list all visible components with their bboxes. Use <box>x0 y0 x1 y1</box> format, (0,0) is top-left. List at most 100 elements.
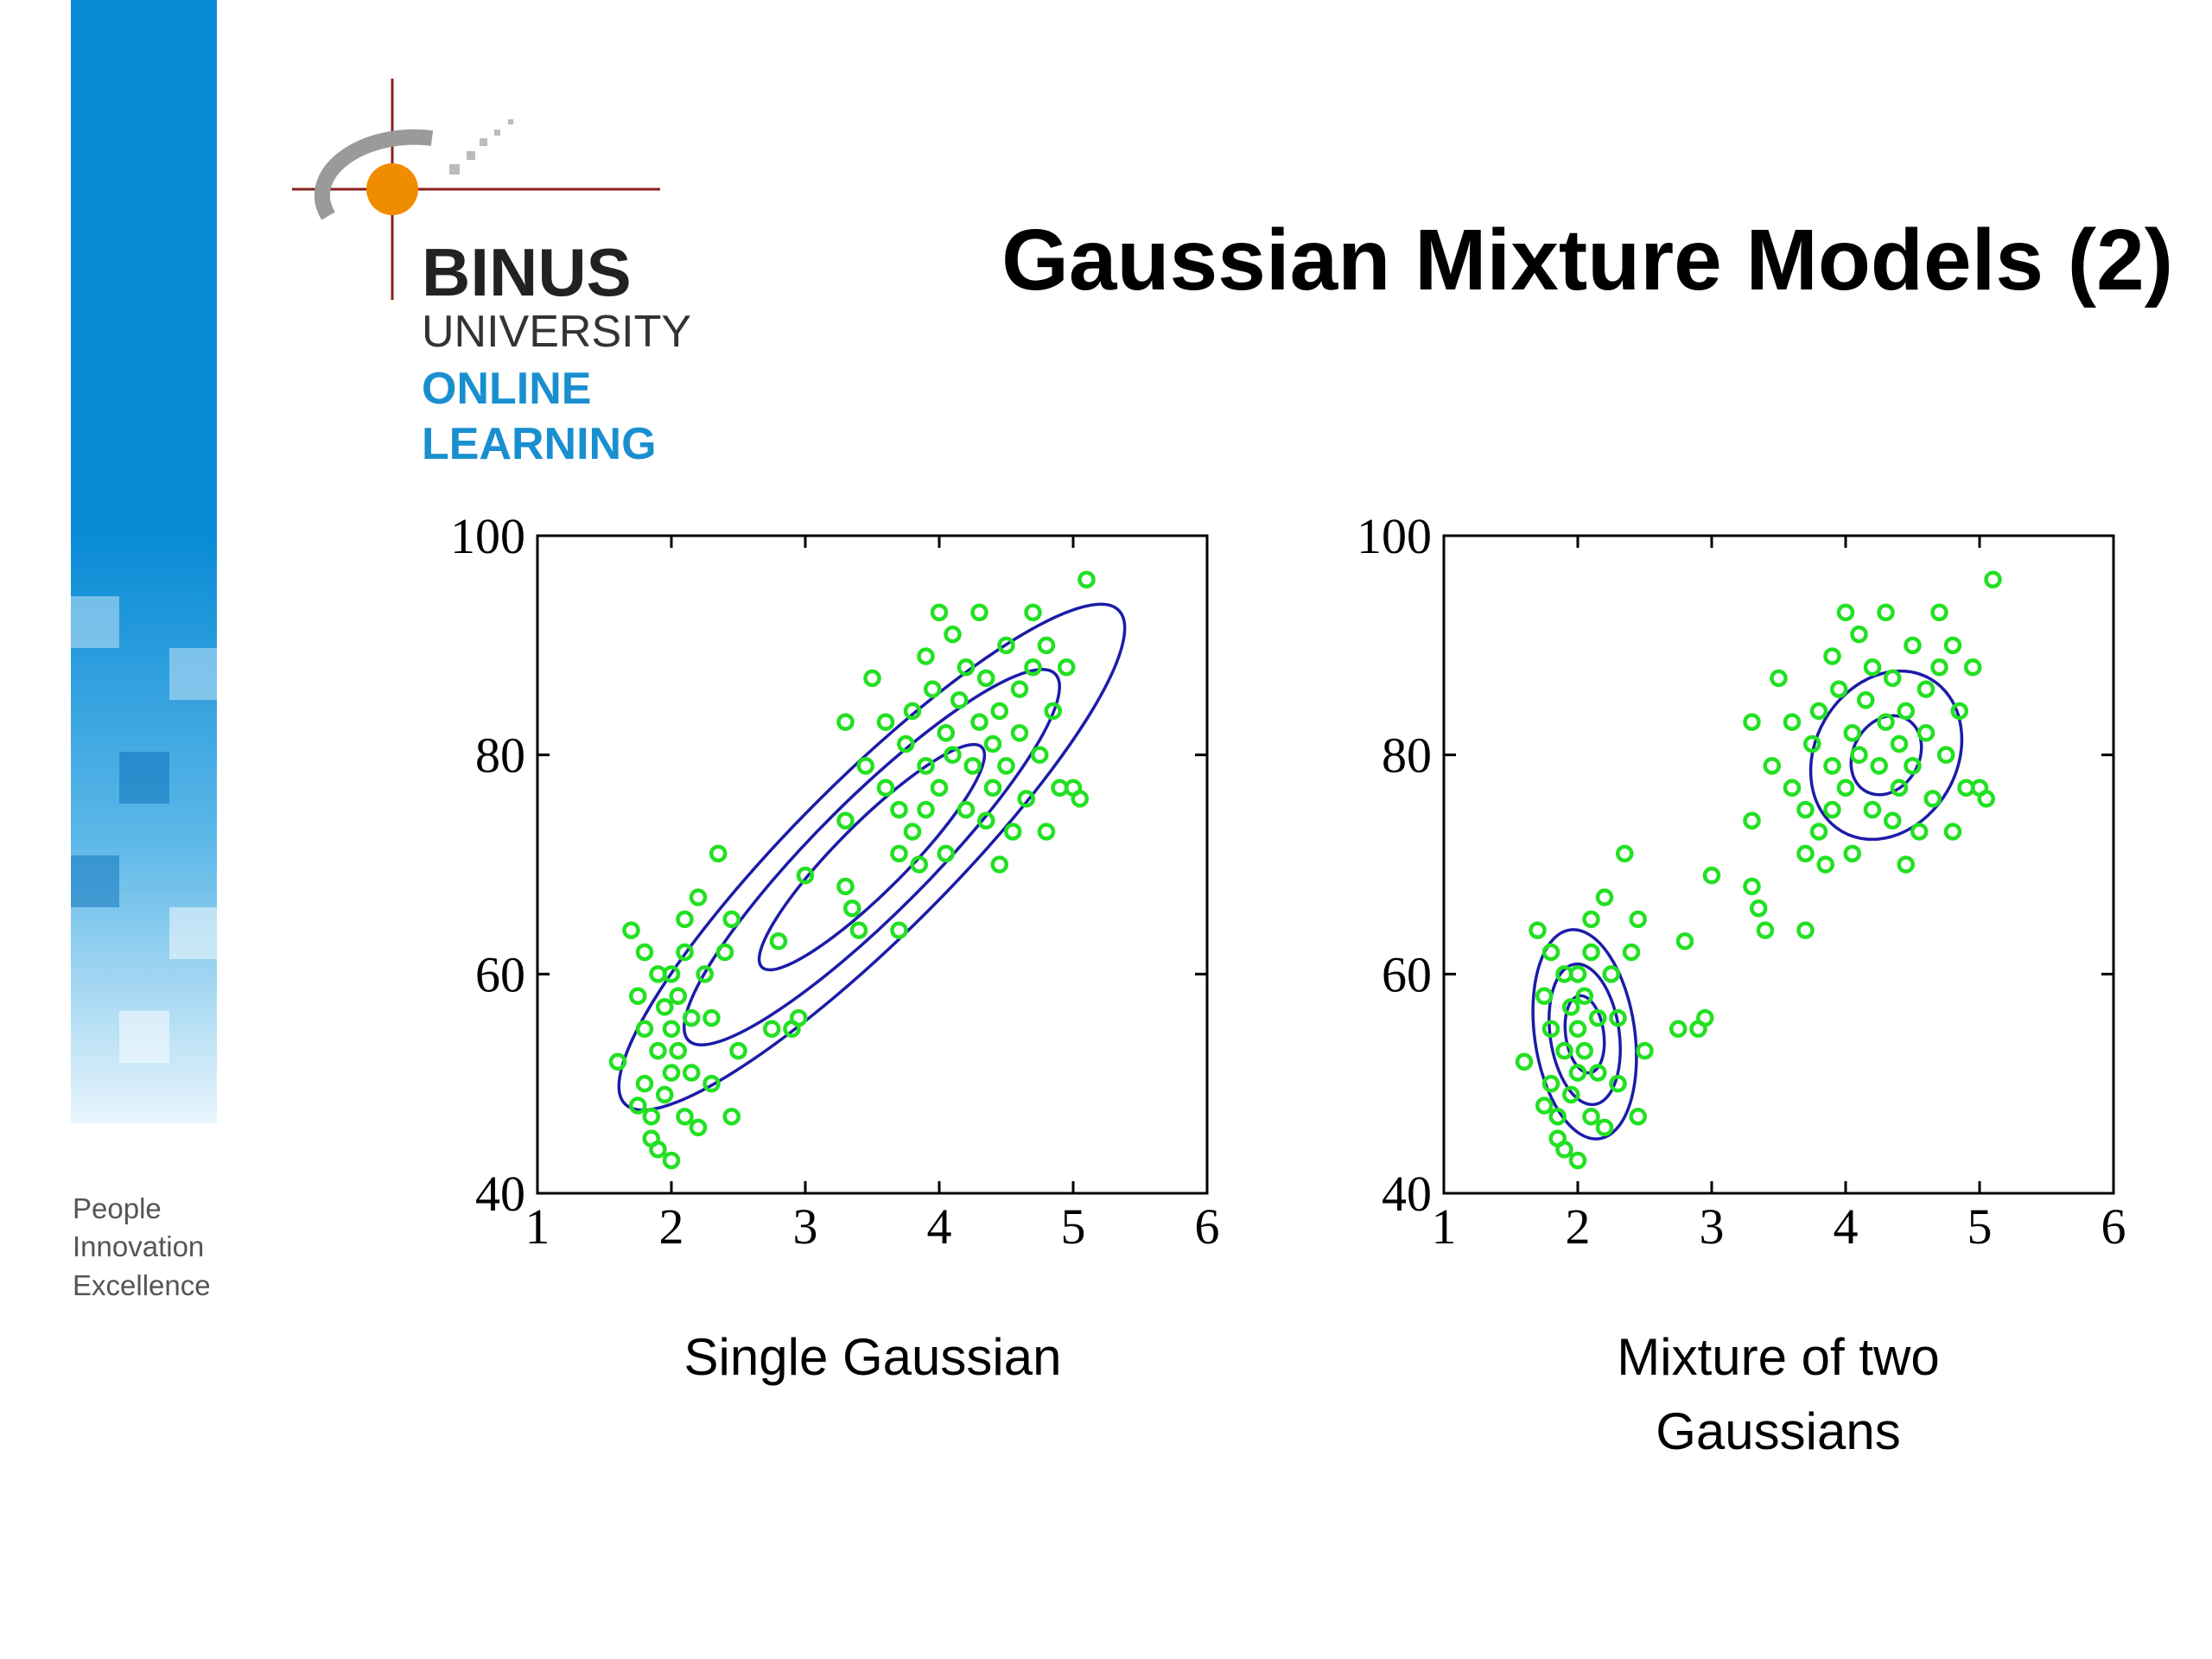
point <box>1535 1096 1554 1115</box>
point <box>977 669 995 688</box>
y-tick-label: 40 <box>475 1166 525 1222</box>
point <box>1943 636 1962 655</box>
point <box>1796 844 1815 863</box>
point <box>843 899 861 918</box>
point <box>1843 844 1861 863</box>
point <box>1937 746 1955 764</box>
point <box>676 943 694 962</box>
point <box>1562 1085 1580 1104</box>
x-tick-label: 1 <box>1432 1198 1457 1255</box>
x-tick-label: 4 <box>927 1198 952 1255</box>
point <box>656 998 674 1016</box>
point <box>1575 1041 1593 1060</box>
point <box>1809 702 1828 721</box>
point <box>1743 811 1761 830</box>
band-pattern <box>71 596 217 1063</box>
point <box>990 855 1008 874</box>
point <box>1541 1074 1560 1093</box>
point <box>910 855 928 874</box>
x-tick-label: 3 <box>793 1198 818 1255</box>
x-tick-label: 6 <box>2101 1198 2126 1255</box>
x-tick-label: 4 <box>1834 1198 1859 1255</box>
point <box>1796 921 1815 939</box>
point <box>890 844 908 863</box>
point <box>924 680 942 698</box>
logo-line: UNIVERSITY <box>422 307 692 357</box>
point <box>635 1020 654 1038</box>
point <box>702 1008 721 1027</box>
point <box>1930 603 1948 622</box>
point <box>715 943 734 962</box>
point <box>1743 713 1761 731</box>
point <box>983 779 1002 797</box>
point <box>722 1107 741 1126</box>
point <box>1796 800 1815 819</box>
point <box>897 734 915 753</box>
point <box>970 713 988 731</box>
point <box>1890 734 1909 753</box>
point <box>763 1020 781 1038</box>
contour <box>1531 928 1638 1141</box>
slide-title: Gaussian Mixture Models (2) <box>1001 212 2173 308</box>
point <box>1689 1020 1707 1038</box>
x-tick-label: 1 <box>525 1198 550 1255</box>
point <box>890 800 908 819</box>
point <box>1616 844 1634 863</box>
chart-caption: Mixture of two Gaussians <box>1617 1328 1940 1460</box>
logo-line: LEARNING <box>422 419 657 469</box>
point <box>1568 965 1587 983</box>
point <box>836 713 855 731</box>
point <box>1602 965 1620 983</box>
point <box>1904 636 1922 655</box>
point <box>1582 910 1600 929</box>
point <box>769 932 788 950</box>
point <box>944 746 962 764</box>
tagline: People <box>73 1192 162 1224</box>
x-tick-label: 3 <box>1700 1198 1725 1255</box>
point <box>1756 921 1775 939</box>
point <box>930 779 949 797</box>
point <box>662 965 681 983</box>
point <box>950 691 969 709</box>
point <box>1850 746 1868 764</box>
point <box>649 1041 667 1060</box>
point <box>796 866 815 885</box>
x-tick-label: 2 <box>1566 1198 1591 1255</box>
point <box>1803 734 1821 753</box>
point <box>1555 1041 1573 1060</box>
point <box>1555 1141 1573 1159</box>
point <box>1836 779 1855 797</box>
point <box>1515 1052 1534 1071</box>
x-tick-label: 5 <box>1061 1198 1086 1255</box>
point <box>1622 943 1641 962</box>
point <box>944 625 962 644</box>
point <box>876 779 895 797</box>
point <box>1977 790 1995 808</box>
point <box>917 800 935 819</box>
point <box>1930 658 1948 677</box>
point <box>656 1085 674 1104</box>
point <box>689 888 708 906</box>
y-tick-label: 60 <box>1382 946 1432 1002</box>
point <box>937 844 955 863</box>
point <box>1010 680 1029 698</box>
point <box>1943 823 1962 841</box>
point <box>1071 790 1089 808</box>
y-tick-label: 40 <box>1382 1166 1432 1222</box>
point <box>662 1020 681 1038</box>
point <box>676 1107 694 1126</box>
point <box>1004 823 1022 841</box>
point <box>1541 1020 1560 1038</box>
point <box>1609 1008 1627 1027</box>
point <box>1923 790 1942 808</box>
point <box>702 1074 721 1093</box>
point <box>1010 724 1029 742</box>
point <box>903 702 922 721</box>
point <box>1568 1064 1587 1082</box>
point <box>836 877 855 896</box>
point <box>1609 1074 1627 1093</box>
